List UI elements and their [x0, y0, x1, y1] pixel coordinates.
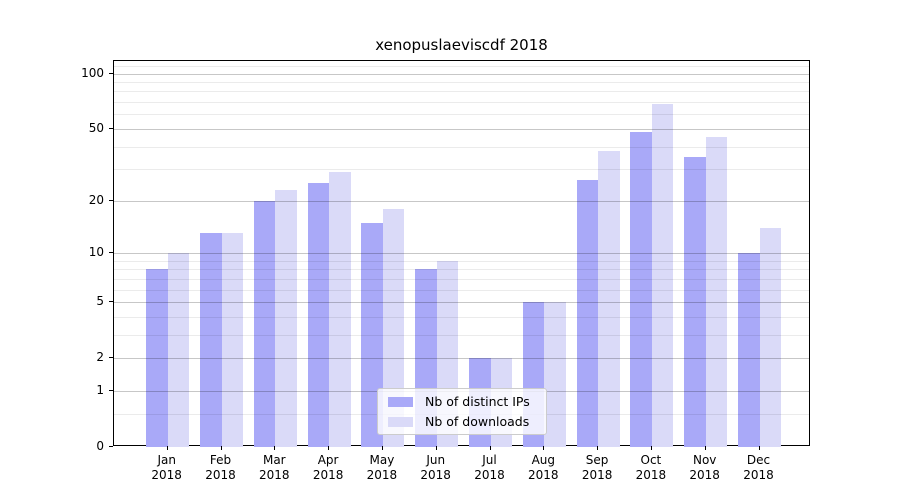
x-tick-label-nov: Nov 2018: [677, 453, 733, 483]
minor-gridline-40: [114, 146, 809, 148]
bar-ips-apr: [307, 183, 330, 447]
bar-downloads-mar: [275, 189, 297, 447]
minor-gridline-7: [114, 278, 809, 280]
x-tick-year-nov: 2018: [689, 468, 720, 482]
x-tick-year-feb: 2018: [205, 468, 236, 482]
x-tick-mark-may: [381, 446, 383, 450]
x-tick-year-jun: 2018: [420, 468, 451, 482]
bar-ips-oct: [630, 132, 652, 447]
x-tick-mark-aug: [543, 446, 545, 450]
x-tick-label-apr: Apr 2018: [300, 453, 356, 483]
y-tick-label-50: 50: [88, 120, 104, 135]
major-gridline-5: [114, 302, 809, 304]
bar-ips-dec: [738, 252, 760, 447]
y-tick-label-10: 10: [88, 244, 104, 259]
x-tick-label-oct: Oct 2018: [623, 453, 679, 483]
legend-label-distinct-ips: Nb of distinct IPs: [425, 394, 530, 409]
y-tick-label-1: 1: [96, 382, 104, 397]
major-gridline-10: [114, 252, 809, 254]
x-tick-year-may: 2018: [366, 468, 398, 482]
bar-downloads-aug: [544, 302, 566, 447]
y-tick-mark-0: [109, 446, 113, 447]
minor-gridline-6: [114, 289, 809, 291]
x-tick-year-jul: 2018: [474, 468, 505, 482]
x-tick-mark-nov: [704, 446, 706, 450]
bar-ips-sep: [576, 180, 599, 447]
bar-downloads-apr: [329, 171, 351, 447]
y-tick-label-0: 0: [96, 439, 104, 453]
x-tick-mark-dec: [758, 446, 760, 450]
x-tick-year-aug: 2018: [528, 468, 559, 482]
major-gridline-50: [114, 128, 809, 130]
x-tick-year-mar: 2018: [259, 468, 290, 482]
minor-gridline-90: [114, 82, 809, 84]
y-tick-mark-10: [109, 251, 113, 253]
bar-ips-nov: [684, 157, 706, 447]
x-tick-mark-sep: [597, 446, 599, 450]
legend-row-distinct-ips: Nb of distinct IPs: [388, 394, 536, 409]
bar-ips-feb: [200, 233, 222, 447]
x-tick-label-jul: Jul 2018: [462, 453, 518, 483]
legend: Nb of distinct IPs Nb of downloads: [377, 388, 547, 435]
minor-gridline-3: [114, 334, 809, 336]
x-tick-mark-jun: [435, 446, 437, 450]
y-tick-mark-50: [109, 127, 113, 129]
major-gridline-20: [114, 200, 809, 202]
x-tick-year-apr: 2018: [312, 468, 344, 482]
bar-downloads-dec: [759, 227, 781, 447]
major-gridline-100: [114, 73, 809, 75]
x-tick-mark-apr: [328, 446, 330, 450]
x-tick-mark-jan: [166, 446, 168, 450]
x-tick-mark-mar: [274, 446, 276, 450]
minor-gridline-4: [114, 316, 809, 318]
x-tick-label-mar: Mar 2018: [246, 453, 302, 483]
x-tick-year-sep: 2018: [581, 468, 613, 482]
bar-downloads-nov: [705, 137, 728, 447]
minor-gridline-30: [114, 169, 809, 171]
x-tick-label-jan: Jan 2018: [139, 453, 195, 483]
y-tick-mark-20: [109, 199, 113, 201]
minor-gridline-60: [114, 114, 809, 116]
x-tick-mark-jul: [489, 446, 491, 450]
x-tick-label-may: May 2018: [354, 453, 410, 483]
x-tick-label-sep: Sep 2018: [569, 453, 625, 483]
bar-downloads-may: [382, 208, 405, 447]
legend-label-downloads: Nb of downloads: [425, 414, 530, 429]
x-tick-label-aug: Aug 2018: [515, 453, 571, 483]
y-tick-mark-2: [109, 357, 113, 359]
x-tick-year-jan: 2018: [151, 468, 182, 482]
legend-row-downloads: Nb of downloads: [388, 414, 536, 429]
y-tick-label-20: 20: [88, 192, 104, 207]
legend-swatch-downloads-icon: [388, 416, 413, 427]
minor-gridline-70: [114, 102, 809, 104]
y-tick-label-5: 5: [96, 294, 104, 309]
chart-title: xenopuslaeviscdf 2018: [375, 36, 548, 54]
bar-ips-mar: [253, 200, 276, 447]
minor-gridline-110: [114, 65, 809, 67]
bar-downloads-feb: [221, 233, 243, 447]
minor-gridline-8: [114, 269, 809, 271]
x-tick-mark-oct: [650, 446, 652, 450]
plot-area: [113, 60, 810, 447]
x-tick-label-dec: Dec 2018: [731, 453, 787, 483]
y-tick-label-2: 2: [96, 350, 104, 365]
legend-swatch-distinct-ips-icon: [388, 396, 413, 407]
x-tick-label-jun: Jun 2018: [408, 453, 464, 483]
y-tick-mark-100: [109, 72, 113, 74]
y-tick-label-100: 100: [81, 65, 104, 80]
y-tick-mark-1: [109, 389, 113, 391]
bar-downloads-jan: [167, 252, 190, 447]
bar-downloads-oct: [651, 104, 674, 447]
y-tick-mark-5: [109, 301, 113, 303]
minor-gridline-80: [114, 91, 809, 93]
major-gridline-2: [114, 358, 809, 360]
minor-gridline-9: [114, 260, 809, 262]
x-tick-year-dec: 2018: [743, 468, 774, 482]
x-tick-mark-feb: [220, 446, 222, 450]
x-tick-year-oct: 2018: [635, 468, 667, 482]
bar-ips-jan: [146, 269, 168, 447]
bar-downloads-sep: [598, 150, 620, 447]
x-tick-label-feb: Feb 2018: [193, 453, 249, 483]
